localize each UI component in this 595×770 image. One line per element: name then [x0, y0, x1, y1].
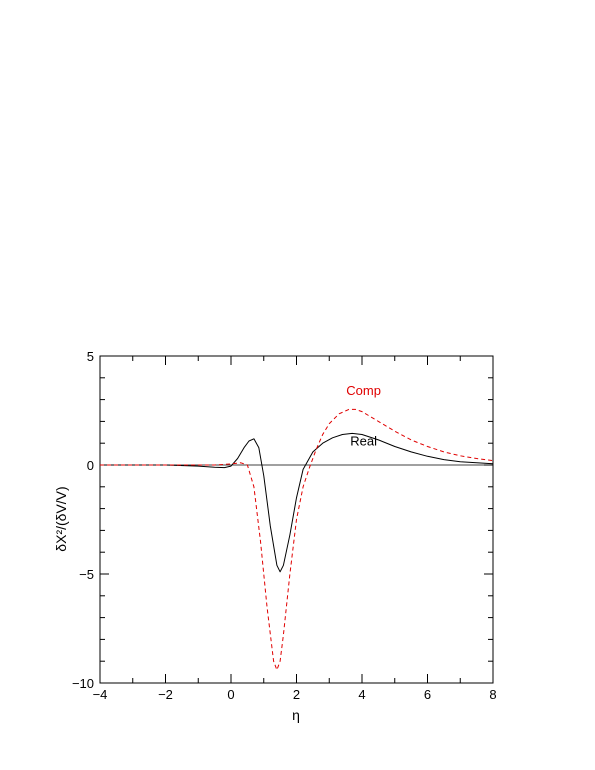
series-group	[100, 408, 494, 671]
y-tick-label: −5	[79, 567, 94, 582]
y-tick-label: −10	[72, 676, 94, 691]
x-tick-label: 8	[489, 687, 496, 702]
x-tick-label: −2	[158, 687, 173, 702]
annotation-group: Comp Real	[346, 383, 381, 448]
x-tick-label: 6	[424, 687, 431, 702]
x-tick-label: 2	[293, 687, 300, 702]
x-axis-label: η	[292, 707, 300, 723]
x-tick-label: −4	[93, 687, 108, 702]
x-tick-label: 0	[227, 687, 234, 702]
y-tick-label: 0	[87, 458, 94, 473]
series-line-real	[100, 432, 494, 573]
y-tick-label: 5	[87, 349, 94, 364]
x-tick-label: 4	[358, 687, 365, 702]
series-line-comp	[100, 408, 494, 671]
series-label-real: Real	[350, 433, 377, 448]
tick-labels: −4 −2 0 2 4 6 8 −10 −5 0 5	[72, 349, 497, 702]
ticks	[99, 355, 494, 684]
y-axis-label: δX²/(δV/V)	[53, 486, 69, 551]
series-label-comp: Comp	[346, 383, 381, 398]
